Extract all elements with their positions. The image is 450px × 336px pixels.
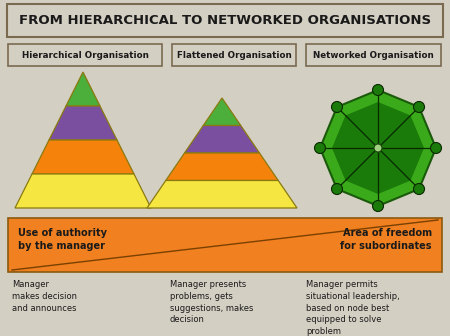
Circle shape bbox=[315, 142, 325, 154]
Polygon shape bbox=[147, 180, 297, 208]
Circle shape bbox=[373, 201, 383, 211]
Polygon shape bbox=[184, 126, 260, 153]
Text: Flattened Organisation: Flattened Organisation bbox=[176, 50, 292, 59]
Polygon shape bbox=[203, 98, 241, 126]
Text: Hierarchical Organisation: Hierarchical Organisation bbox=[22, 50, 148, 59]
Polygon shape bbox=[32, 140, 134, 174]
Circle shape bbox=[374, 144, 382, 152]
Text: Use of authority
by the manager: Use of authority by the manager bbox=[18, 228, 107, 251]
Circle shape bbox=[414, 101, 424, 113]
Polygon shape bbox=[332, 102, 424, 194]
Circle shape bbox=[373, 84, 383, 95]
Circle shape bbox=[414, 183, 424, 195]
Polygon shape bbox=[66, 72, 100, 106]
FancyBboxPatch shape bbox=[7, 4, 443, 37]
Polygon shape bbox=[166, 153, 278, 180]
Circle shape bbox=[332, 101, 342, 113]
Polygon shape bbox=[8, 218, 442, 272]
FancyBboxPatch shape bbox=[172, 44, 296, 66]
Polygon shape bbox=[49, 106, 117, 140]
FancyBboxPatch shape bbox=[8, 44, 162, 66]
Text: Networked Organisation: Networked Organisation bbox=[313, 50, 434, 59]
Polygon shape bbox=[15, 174, 151, 208]
Circle shape bbox=[431, 142, 441, 154]
Text: Area of freedom
for subordinates: Area of freedom for subordinates bbox=[341, 228, 432, 251]
FancyBboxPatch shape bbox=[306, 44, 441, 66]
Text: FROM HIERARCHICAL TO NETWORKED ORGANISATIONS: FROM HIERARCHICAL TO NETWORKED ORGANISAT… bbox=[19, 14, 431, 27]
Text: Manager
makes decision
and announces: Manager makes decision and announces bbox=[12, 280, 77, 312]
Polygon shape bbox=[320, 90, 436, 206]
Text: Manager presents
problems, gets
suggestions, makes
decision: Manager presents problems, gets suggesti… bbox=[170, 280, 253, 324]
Circle shape bbox=[332, 183, 342, 195]
Text: Manager permits
situational leadership,
based on node best
equipped to solve
pro: Manager permits situational leadership, … bbox=[306, 280, 400, 336]
